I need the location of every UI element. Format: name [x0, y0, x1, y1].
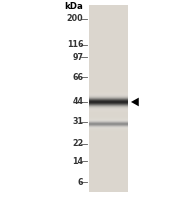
Text: 200: 200	[67, 14, 83, 23]
Text: kDa: kDa	[64, 2, 83, 11]
Polygon shape	[131, 98, 139, 106]
Text: 31: 31	[72, 117, 83, 126]
Text: 44: 44	[72, 97, 83, 107]
Text: 14: 14	[72, 157, 83, 166]
Text: 6: 6	[78, 178, 83, 187]
Text: 97: 97	[72, 53, 83, 62]
Text: 22: 22	[72, 139, 83, 148]
Text: 66: 66	[72, 73, 83, 82]
Text: 116: 116	[67, 40, 83, 49]
Bar	[88, 6, 127, 192]
